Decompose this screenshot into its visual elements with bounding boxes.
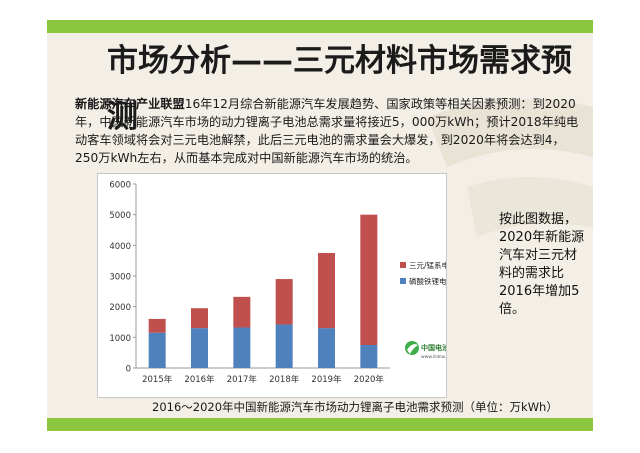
slide-top-bar: [47, 20, 593, 33]
y-tick-label: 2000: [109, 303, 131, 313]
bar-ncm-4: [318, 253, 335, 329]
x-tick-label: 2016年: [184, 374, 215, 385]
chart-caption: 2016～2020年中国新能源汽车市场动力锂离子电池需求预测（单位：万kWh）: [152, 400, 558, 414]
legend-label: 磷酸铁锂电池: [409, 276, 446, 286]
stacked-bar-chart: 0 1000 2000 3000 4000 5000 6000 2015年 2016年 2017年…: [109, 181, 457, 386]
bar-ncm-2: [233, 296, 251, 328]
x-tick-label: 2017年: [227, 374, 258, 385]
bar-lfp-3: [275, 324, 293, 368]
intro-text: 16年12月综合新能源汽车发展趋势、国家政策等相关因素预测：到2020年，中国新…: [75, 97, 579, 165]
background-decoration: [427, 99, 593, 237]
y-tick-label: 3000: [109, 273, 131, 283]
watermark-url: www.itdcw.com: [421, 354, 446, 360]
slide-title: 市场分析——三元材料市场需求预测: [107, 43, 572, 135]
y-tick-label: 4000: [109, 242, 131, 252]
slide-bottom-bar: [47, 418, 593, 431]
side-note: 按此图数据，2020年新能源汽车对三元材料的需求比2016年增加5倍。: [499, 212, 585, 317]
bar-ncm-5: [360, 214, 378, 345]
bar-lfp-0: [148, 332, 166, 368]
watermark-leaf-icon: [407, 344, 418, 354]
chart-container: 0 1000 2000 3000 4000 5000 6000 2015年 2016年 2017年…: [97, 173, 457, 398]
y-tick-label: 1000: [109, 334, 131, 344]
y-tick-label: 6000: [109, 181, 131, 191]
bar-ncm-1: [191, 308, 208, 329]
bar-lfp-5: [360, 345, 378, 368]
bar-ncm-3: [275, 279, 293, 325]
x-tick-label: 2018年: [269, 374, 300, 385]
intro-paragraph: 新能源汽车产业联盟16年12月综合新能源汽车发展趋势、国家政策等相关因素预测：到…: [75, 95, 587, 167]
bar-lfp-2: [233, 327, 251, 368]
bar-ncm-0: [148, 318, 166, 333]
intro-source: 新能源汽车产业联盟: [75, 97, 185, 111]
bar-lfp-1: [191, 328, 208, 368]
x-tick-label: 2015年: [142, 374, 173, 385]
legend-swatch: [400, 262, 406, 268]
y-tick-label: 5000: [109, 211, 131, 221]
x-tick-label: 2019年: [311, 374, 342, 385]
slide: 市场分析——三元材料市场需求预测 新能源汽车产业联盟16年12月综合新能源汽车发…: [47, 33, 593, 418]
legend-label: 三元/锰系电池: [409, 260, 446, 270]
y-tick-label: 0: [126, 365, 131, 375]
legend-swatch: [400, 278, 406, 284]
watermark-text: 中国电池网: [421, 343, 446, 352]
x-tick-label: 2020年: [354, 374, 385, 385]
bar-lfp-4: [318, 328, 335, 368]
